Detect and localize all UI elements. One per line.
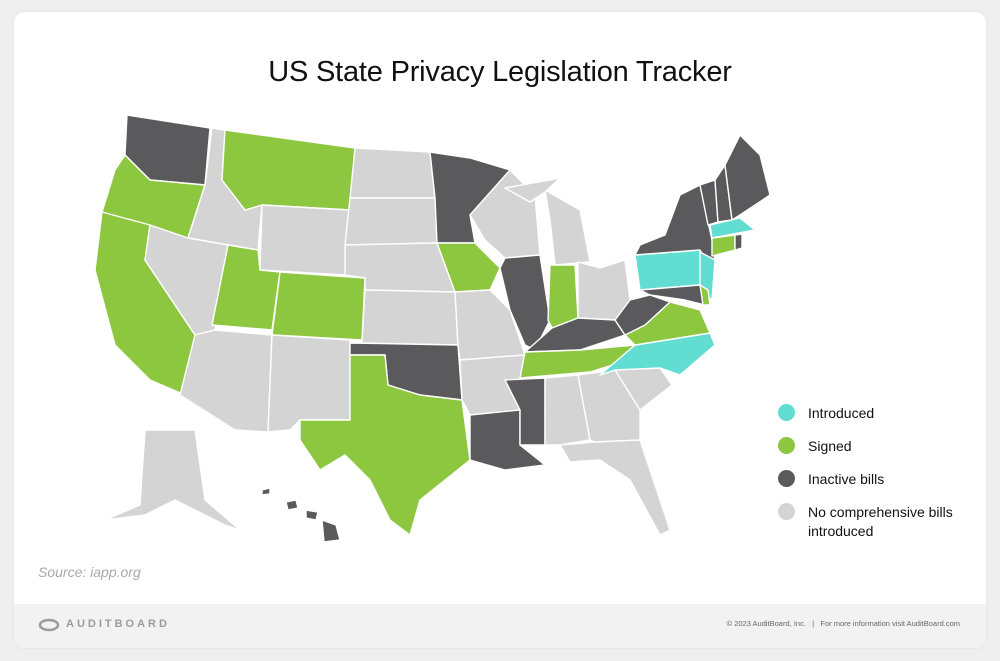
state-hi-3 [305,509,319,521]
legend-item: No comprehensive bills introduced [778,503,978,541]
state-de [699,284,711,306]
state-co [271,271,366,341]
state-mi [544,189,591,266]
state-ms [504,377,546,446]
us-map [94,114,771,543]
state-sd [344,197,438,246]
state-ma [709,217,756,239]
legend-label: Inactive bills [808,471,885,487]
chart-title: US State Privacy Legislation Tracker [268,56,732,88]
state-mt [221,129,356,211]
legend-item: Signed [778,437,978,456]
state-in [547,264,579,329]
source-note: Source: iapp.org [38,564,141,580]
state-ks [361,289,459,346]
card: US State Privacy Legislation Tracker Int… [14,12,986,648]
legend-item: Introduced [778,404,978,423]
state-mi-upper [504,177,561,203]
state-me [724,134,771,221]
state-wv [614,294,671,336]
copyright: © 2023 AuditBoard, Inc. | For more infor… [726,619,960,628]
state-mn [429,151,511,244]
legend-swatch [778,503,795,520]
legend: Introduced Signed Inactive bills No compreh… [778,404,978,555]
state-ia [436,242,501,293]
legend-swatch [778,404,795,421]
legend-item: Inactive bills [778,470,978,489]
state-nd [349,147,436,199]
state-fl [559,439,671,536]
state-hi-4 [321,519,341,543]
footer: AUDITBOARD © 2023 AuditBoard, Inc. | For… [14,604,986,648]
legend-label: Introduced [808,405,875,421]
state-ct [711,234,736,257]
state-hi-1 [261,487,271,496]
state-al [544,374,591,446]
state-wy [259,204,351,276]
state-md [639,284,706,306]
states [94,114,771,543]
state-ri [734,233,743,251]
legend-label: Signed [808,438,852,454]
state-hi-2 [285,499,299,511]
legend-label: No comprehensive bills introduced [808,504,953,539]
logo-icon [38,618,60,632]
legend-swatch [778,470,795,487]
state-ak [104,429,241,531]
state-tx [299,354,471,536]
logo-text: AUDITBOARD [66,618,170,630]
state-nm [267,334,351,433]
legend-swatch [778,437,795,454]
state-az [179,329,273,433]
